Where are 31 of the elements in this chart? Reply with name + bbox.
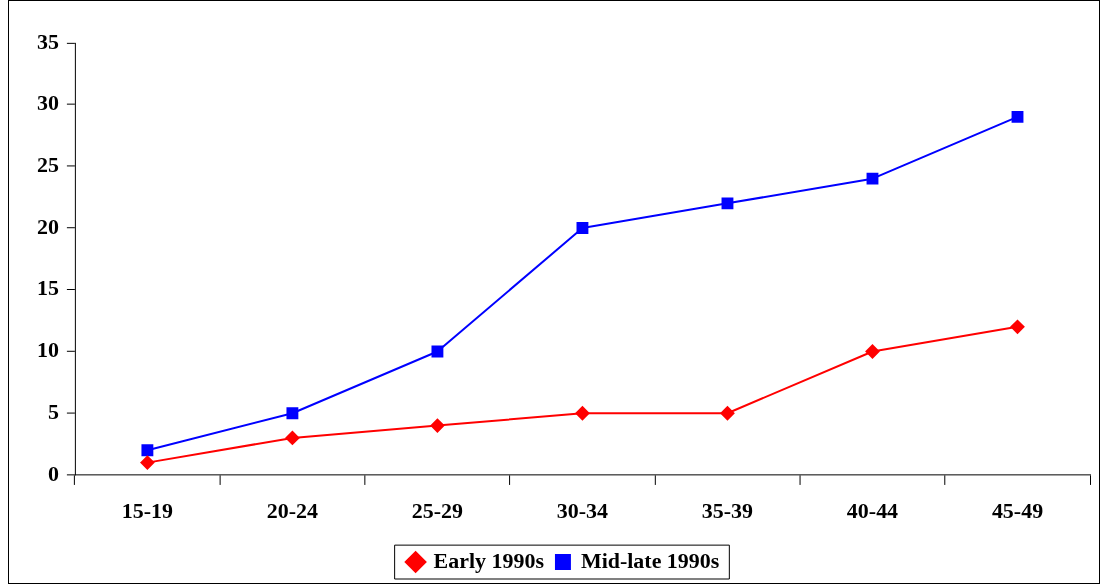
point — [430, 418, 445, 433]
y-tick-label: 5 — [47, 398, 59, 424]
legend-label: Mid-late 1990s — [580, 547, 720, 573]
y-tick-label: 35 — [36, 28, 59, 54]
point — [141, 444, 154, 457]
x-tick-label: 35-39 — [701, 497, 754, 523]
y-tick-label: 20 — [36, 213, 59, 239]
y-tick-label: 0 — [47, 460, 59, 486]
point — [865, 344, 880, 359]
legend-label: Early 1990s — [433, 547, 544, 573]
x-tick-label: 20-24 — [266, 497, 319, 523]
point — [866, 172, 879, 185]
x-tick-label: 30-34 — [556, 497, 609, 523]
point — [721, 197, 734, 210]
point — [1010, 319, 1025, 334]
point — [140, 455, 155, 470]
point — [720, 406, 735, 421]
x-tick-label: 40-44 — [846, 497, 899, 523]
point — [1011, 111, 1024, 123]
x-tick-label: 15-19 — [121, 497, 174, 523]
point — [431, 345, 444, 358]
point — [286, 407, 299, 420]
point — [285, 430, 300, 445]
x-tick-label: 25-29 — [411, 497, 464, 523]
y-tick-label: 25 — [36, 152, 59, 177]
y-tick-label: 15 — [36, 275, 59, 301]
y-tick-label: 10 — [36, 337, 59, 363]
point — [575, 406, 590, 421]
x-tick-label: 45-49 — [991, 497, 1044, 523]
y-tick-label: 30 — [36, 90, 59, 116]
point — [576, 222, 589, 234]
